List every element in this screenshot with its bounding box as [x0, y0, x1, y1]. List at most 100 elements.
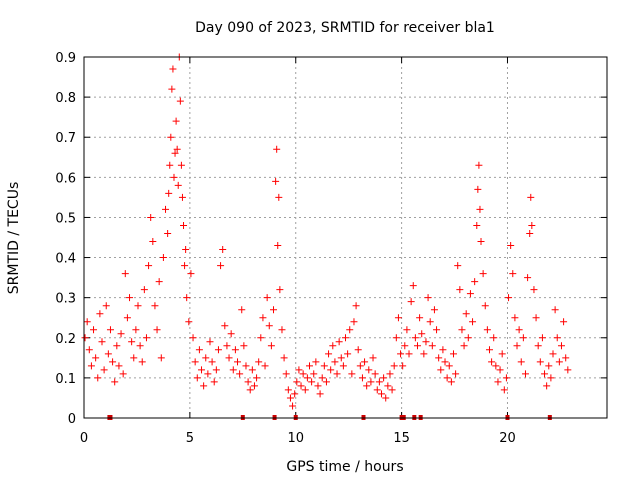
- data-point: [185, 318, 193, 326]
- data-point: [388, 386, 396, 394]
- data-point: [350, 318, 358, 326]
- data-point: [339, 362, 347, 370]
- data-point: [541, 370, 549, 378]
- data-point: [109, 358, 117, 366]
- data-point: [476, 205, 484, 213]
- data-point: [564, 366, 572, 374]
- data-point: [356, 362, 364, 370]
- data-point: [195, 346, 203, 354]
- data-point: [234, 358, 242, 366]
- data-point: [178, 193, 186, 201]
- data-point: [212, 366, 220, 374]
- data-point: [219, 246, 227, 254]
- data-point: [126, 294, 134, 302]
- data-point: [155, 278, 163, 286]
- data-point: [123, 314, 131, 322]
- data-point: [543, 382, 551, 390]
- data-point: [456, 286, 464, 294]
- data-point: [276, 286, 284, 294]
- data-point: [426, 318, 434, 326]
- data-point: [168, 85, 176, 93]
- data-point: [358, 374, 366, 382]
- data-point: [191, 358, 199, 366]
- data-point: [316, 390, 324, 398]
- data-point: [337, 354, 345, 362]
- y-tick-label: 0.7: [55, 131, 76, 146]
- data-point: [181, 262, 189, 270]
- data-point: [435, 354, 443, 362]
- data-point: [549, 350, 557, 358]
- data-point: [424, 294, 432, 302]
- data-point: [502, 374, 510, 382]
- data-point: [371, 370, 379, 378]
- data-point: [397, 350, 405, 358]
- data-point: [521, 370, 529, 378]
- data-point: [377, 390, 385, 398]
- y-tick-label: 0.8: [55, 91, 76, 106]
- data-point: [547, 374, 555, 382]
- data-point: [280, 354, 288, 362]
- data-point: [392, 334, 400, 342]
- data-point: [286, 394, 294, 402]
- data-point: [225, 354, 233, 362]
- y-tick-label: 0.1: [55, 372, 76, 387]
- plot-frame: [83, 56, 608, 419]
- data-point: [128, 338, 136, 346]
- data-point: [244, 378, 252, 386]
- data-point: [454, 262, 462, 270]
- data-point: [162, 205, 170, 213]
- y-tick-label: 0.9: [55, 51, 76, 66]
- data-point: [142, 334, 150, 342]
- data-point: [342, 334, 349, 342]
- data-point: [560, 318, 568, 326]
- data-point: [210, 378, 218, 386]
- data-point: [159, 254, 167, 262]
- data-point: [405, 350, 413, 358]
- data-point: [515, 326, 523, 334]
- data-point: [164, 229, 172, 237]
- y-tick-label: 0: [68, 412, 76, 427]
- data-point: [553, 334, 561, 342]
- data-point: [275, 193, 283, 201]
- data-point: [409, 282, 417, 290]
- data-point: [333, 370, 341, 378]
- data-point: [473, 221, 481, 229]
- data-point: [375, 378, 383, 386]
- data-point: [85, 346, 93, 354]
- data-point: [485, 346, 493, 354]
- grid-lines: [84, 57, 607, 418]
- data-point: [369, 354, 377, 362]
- data-point: [475, 161, 483, 169]
- data-points: [81, 53, 572, 410]
- data-point: [293, 378, 301, 386]
- data-point: [140, 286, 148, 294]
- data-point: [170, 173, 178, 181]
- data-point: [121, 270, 129, 278]
- data-point: [390, 362, 398, 370]
- data-point: [172, 117, 180, 125]
- data-point: [94, 374, 102, 382]
- data-point: [447, 378, 455, 386]
- data-point: [551, 306, 559, 314]
- data-point: [151, 302, 159, 310]
- y-tick-label: 0.3: [55, 292, 76, 307]
- data-point: [496, 366, 504, 374]
- data-point: [562, 354, 570, 362]
- data-point: [204, 370, 212, 378]
- data-point: [320, 362, 328, 370]
- data-point: [511, 314, 519, 322]
- data-point: [407, 298, 415, 306]
- data-point: [217, 262, 225, 270]
- data-point: [477, 238, 485, 246]
- data-point: [177, 161, 185, 169]
- data-point: [282, 370, 290, 378]
- data-point: [223, 342, 231, 350]
- data-point: [386, 370, 394, 378]
- x-tick-label: 20: [499, 431, 516, 446]
- data-point: [401, 342, 409, 350]
- data-point: [492, 362, 500, 370]
- data-point: [312, 358, 320, 366]
- data-point: [331, 358, 339, 366]
- data-point: [289, 402, 297, 410]
- data-point: [443, 374, 451, 382]
